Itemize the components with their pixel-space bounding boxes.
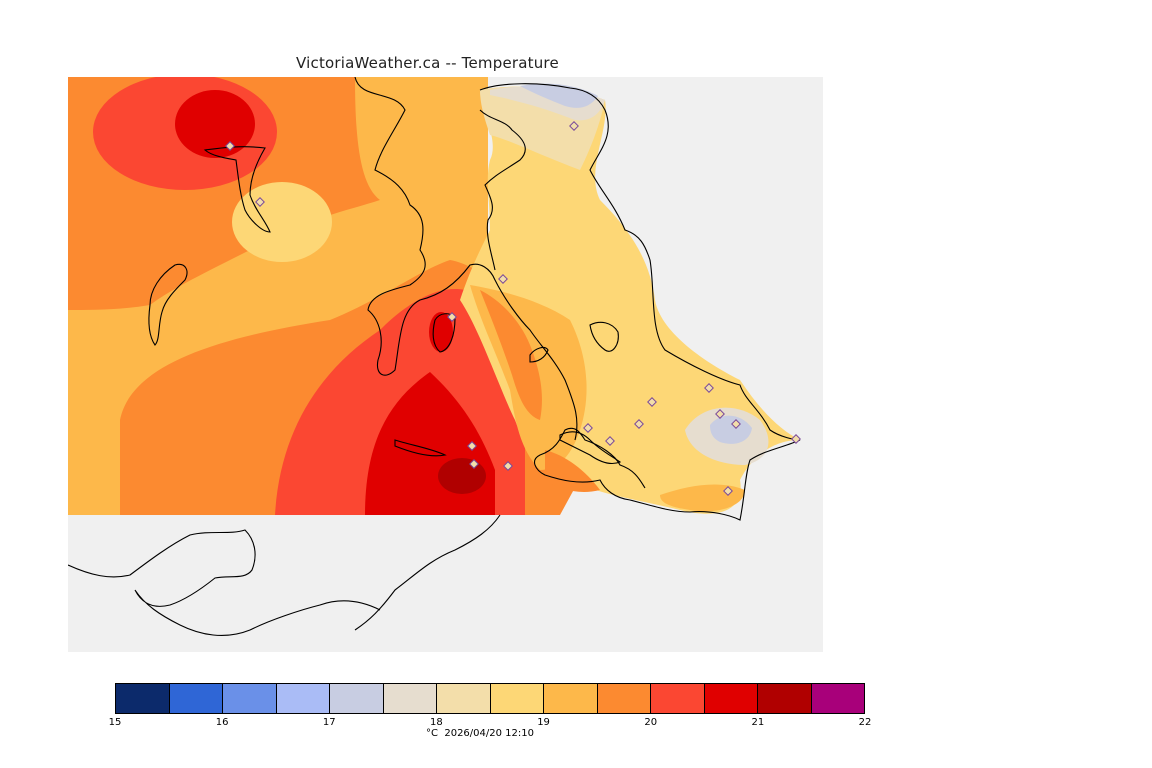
station-marker (225, 141, 235, 151)
station-marker (791, 434, 801, 444)
station-marker (731, 419, 741, 429)
unit-timestamp-label: °C 2026/04/20 12:10 (426, 728, 534, 739)
station-marker (503, 461, 513, 471)
coastlines (68, 77, 801, 636)
unit-label: °C (426, 728, 438, 739)
color-swatch (758, 684, 812, 713)
station-marker (723, 486, 733, 496)
station-markers (225, 121, 801, 496)
color-swatch (651, 684, 705, 713)
color-tick-label: 22 (858, 717, 872, 728)
color-tick-label: 15 (108, 717, 122, 728)
station-marker (647, 397, 657, 407)
color-tick-label: 20 (644, 717, 658, 728)
station-marker (605, 436, 615, 446)
station-marker (498, 274, 508, 284)
peninsula-field (460, 83, 800, 514)
station-marker (715, 409, 725, 419)
color-swatch (169, 684, 223, 713)
station-marker (583, 423, 593, 433)
color-tick-label: 16 (215, 717, 229, 728)
color-swatch (276, 684, 330, 713)
color-tick-label: 19 (537, 717, 550, 728)
color-legend (115, 683, 865, 714)
station-marker (467, 441, 477, 451)
color-swatch (544, 684, 598, 713)
color-swatch (437, 684, 491, 713)
station-marker (255, 197, 265, 207)
color-tick-label: 21 (751, 717, 765, 728)
color-tick-label: 17 (322, 717, 336, 728)
station-marker (569, 121, 579, 131)
station-marker (634, 419, 644, 429)
color-swatch (811, 684, 864, 713)
station-marker (469, 459, 479, 469)
timestamp-label: 2026/04/20 12:10 (444, 728, 534, 739)
color-swatch (704, 684, 758, 713)
temperature-field (68, 77, 594, 515)
page-title: VictoriaWeather.ca -- Temperature (296, 54, 559, 72)
color-swatch (223, 684, 277, 713)
station-marker (447, 312, 457, 322)
color-swatch (597, 684, 651, 713)
color-swatch (330, 684, 384, 713)
color-swatch (116, 684, 170, 713)
color-swatch (490, 684, 544, 713)
color-tick-label: 18 (430, 717, 443, 728)
color-swatch (383, 684, 437, 713)
station-marker (704, 383, 714, 393)
